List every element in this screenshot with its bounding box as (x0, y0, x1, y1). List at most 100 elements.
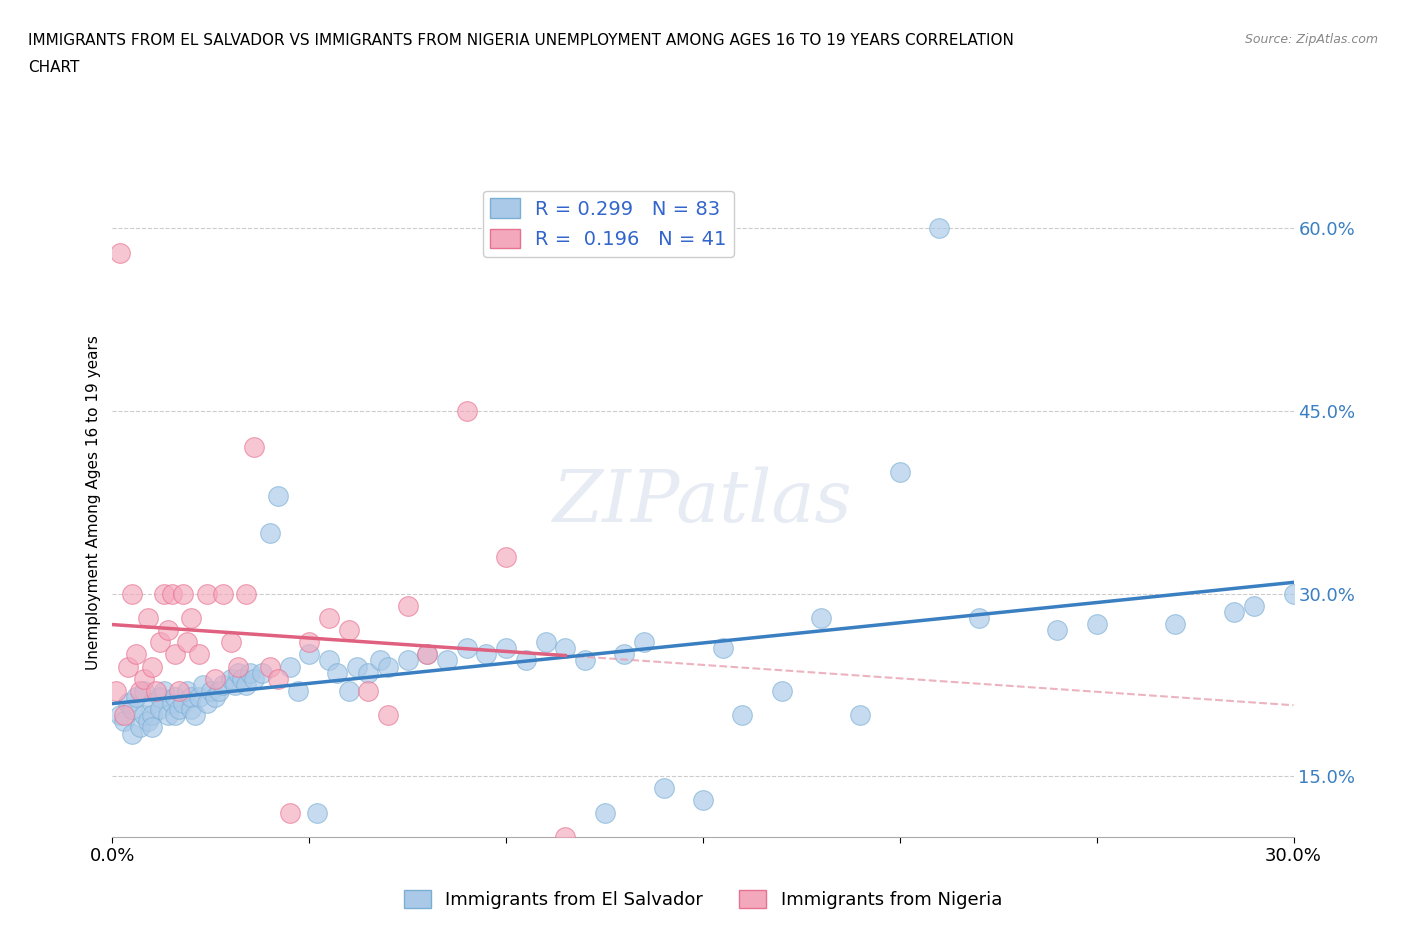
Point (112, 714, 135, 729)
Point (1046, 622, 1069, 637)
Point (574, 653, 596, 668)
Point (456, 404, 478, 418)
Point (250, 665, 273, 680)
Point (211, 586, 233, 601)
Point (121, 702, 143, 717)
Point (195, 696, 218, 711)
Point (204, 689, 226, 704)
Point (149, 689, 172, 704)
Point (243, 440, 266, 455)
Point (967, 610, 990, 625)
Point (110, 246, 132, 260)
Point (191, 677, 214, 692)
Point (849, 708, 872, 723)
Point (141, 720, 163, 735)
Point (160, 586, 183, 601)
Point (259, 525, 281, 540)
Point (287, 684, 309, 698)
Point (613, 647, 636, 662)
Point (318, 610, 340, 625)
Point (117, 696, 139, 711)
Point (495, 550, 517, 565)
Point (110, 708, 132, 723)
Point (554, 641, 576, 656)
Point (495, 641, 517, 656)
Point (377, 659, 399, 674)
Point (180, 689, 202, 704)
Point (259, 659, 281, 674)
Point (204, 671, 226, 686)
Point (228, 665, 250, 680)
Point (436, 653, 458, 668)
Point (337, 622, 360, 637)
Point (278, 805, 301, 820)
Point (267, 671, 290, 686)
Point (132, 684, 155, 698)
Point (633, 635, 655, 650)
Point (357, 684, 380, 698)
Point (200, 684, 222, 698)
Point (337, 684, 360, 698)
Point (211, 677, 233, 692)
Point (219, 671, 242, 686)
Point (129, 720, 152, 735)
Text: CHART: CHART (28, 60, 80, 75)
Point (692, 793, 714, 808)
Point (117, 659, 139, 674)
Point (165, 647, 187, 662)
Point (243, 671, 266, 686)
Point (231, 671, 253, 686)
Point (554, 830, 576, 844)
Point (346, 659, 368, 674)
Point (1282, 586, 1305, 601)
Point (195, 586, 218, 601)
Point (156, 708, 179, 723)
Point (377, 708, 399, 723)
Point (145, 684, 167, 698)
Point (396, 598, 419, 613)
Point (156, 622, 179, 637)
Point (169, 684, 191, 698)
Point (121, 726, 143, 741)
Point (141, 708, 163, 723)
Point (112, 708, 135, 723)
Point (357, 665, 380, 680)
Point (278, 659, 301, 674)
Point (169, 702, 191, 717)
Point (141, 696, 163, 711)
Point (125, 647, 148, 662)
Point (228, 659, 250, 674)
Point (176, 635, 198, 650)
Point (180, 702, 202, 717)
Point (224, 677, 246, 692)
Point (239, 665, 262, 680)
Point (152, 586, 174, 601)
Point (235, 677, 257, 692)
Point (121, 586, 143, 601)
Point (105, 684, 128, 698)
Point (475, 647, 498, 662)
Point (456, 641, 478, 656)
Point (770, 684, 793, 698)
Text: IMMIGRANTS FROM EL SALVADOR VS IMMIGRANTS FROM NIGERIA UNEMPLOYMENT AMONG AGES 1: IMMIGRANTS FROM EL SALVADOR VS IMMIGRANT… (28, 33, 1014, 47)
Point (165, 689, 187, 704)
Point (889, 464, 911, 479)
Text: Source: ZipAtlas.com: Source: ZipAtlas.com (1244, 33, 1378, 46)
Point (416, 647, 439, 662)
Point (176, 684, 198, 698)
Point (711, 641, 734, 656)
Point (326, 665, 349, 680)
Legend: R = 0.299   N = 83, R =  0.196   N = 41: R = 0.299 N = 83, R = 0.196 N = 41 (482, 191, 734, 257)
Point (152, 684, 174, 698)
Point (368, 653, 391, 668)
Point (1164, 617, 1187, 631)
Point (208, 684, 231, 698)
Point (235, 586, 257, 601)
Point (219, 635, 242, 650)
Point (1223, 604, 1246, 619)
Point (267, 488, 290, 503)
Point (593, 805, 616, 820)
Point (396, 653, 419, 668)
Point (416, 647, 439, 662)
Point (149, 702, 172, 717)
